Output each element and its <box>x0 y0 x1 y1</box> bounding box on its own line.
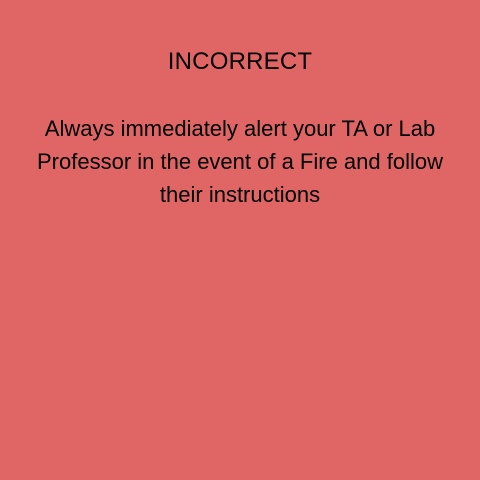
feedback-status-title: INCORRECT <box>167 48 313 75</box>
feedback-message: Always immediately alert your TA or Lab … <box>37 116 443 207</box>
